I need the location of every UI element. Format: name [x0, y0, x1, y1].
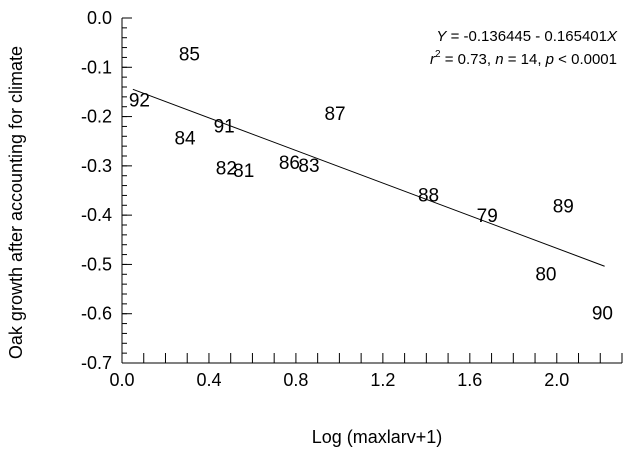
stat-p-value: < 0.0001 [554, 51, 617, 68]
x-axis-ticks: 0.0 0.4 0.8 1.2 1.6 2.0 [109, 353, 623, 390]
y-tick-label: -0.2 [81, 107, 112, 127]
stat-r-value: = 0.73, [441, 51, 496, 68]
x-tick-label: 2.0 [544, 370, 569, 390]
y-axis-ticks: 0.0 -0.1 -0.2 -0.3 -0.4 -0.5 -0.6 -0.7 [81, 8, 132, 373]
x-axis-title: Log (maxlarv+1) [312, 427, 443, 447]
y-tick-label: -0.5 [81, 254, 112, 274]
data-point-87: 87 [324, 104, 345, 125]
y-tick-label: -0.4 [81, 205, 112, 225]
data-point-81: 81 [233, 161, 254, 182]
data-point-80: 80 [535, 264, 556, 285]
data-point-91: 91 [214, 116, 235, 137]
y-axis-title: Oak growth after accounting for climate [6, 46, 26, 359]
y-tick-label: -0.1 [81, 57, 112, 77]
regression-line [132, 88, 605, 267]
data-point-92: 92 [129, 90, 150, 111]
stat-n-symbol: n [495, 51, 503, 68]
equation-coefficients: = -0.136445 - 0.165401 [446, 28, 607, 45]
x-tick-label: 0.8 [283, 370, 308, 390]
y-tick-label: -0.7 [81, 353, 112, 373]
data-point-82: 82 [216, 158, 237, 179]
y-tick-label: -0.3 [81, 156, 112, 176]
equation-y-symbol: Y [436, 28, 447, 45]
data-point-83: 83 [298, 156, 319, 177]
y-tick-label: 0.0 [87, 8, 112, 28]
stat-p-symbol: p [545, 51, 554, 68]
x-tick-label: 0.0 [109, 370, 134, 390]
data-point-88: 88 [418, 185, 439, 206]
stat-r-symbol: r [430, 51, 436, 68]
stat-r-exponent: 2 [435, 49, 441, 60]
y-tick-label: -0.6 [81, 304, 112, 324]
data-point-84: 84 [174, 128, 196, 149]
data-point-85: 85 [179, 44, 200, 65]
x-tick-label: 0.4 [196, 370, 221, 390]
x-tick-label: 1.6 [457, 370, 482, 390]
data-point-79: 79 [477, 206, 498, 227]
stat-n-value: = 14, [504, 51, 546, 68]
data-point-90: 90 [592, 304, 613, 325]
x-tick-label: 1.2 [370, 370, 395, 390]
regression-equation: Y = -0.136445 - 0.165401X [436, 28, 618, 45]
data-point-86: 86 [279, 153, 300, 174]
regression-statistics: r2 = 0.73, n = 14, p < 0.0001 [430, 49, 617, 68]
equation-x-symbol: X [606, 28, 618, 45]
data-point-89: 89 [553, 196, 574, 217]
